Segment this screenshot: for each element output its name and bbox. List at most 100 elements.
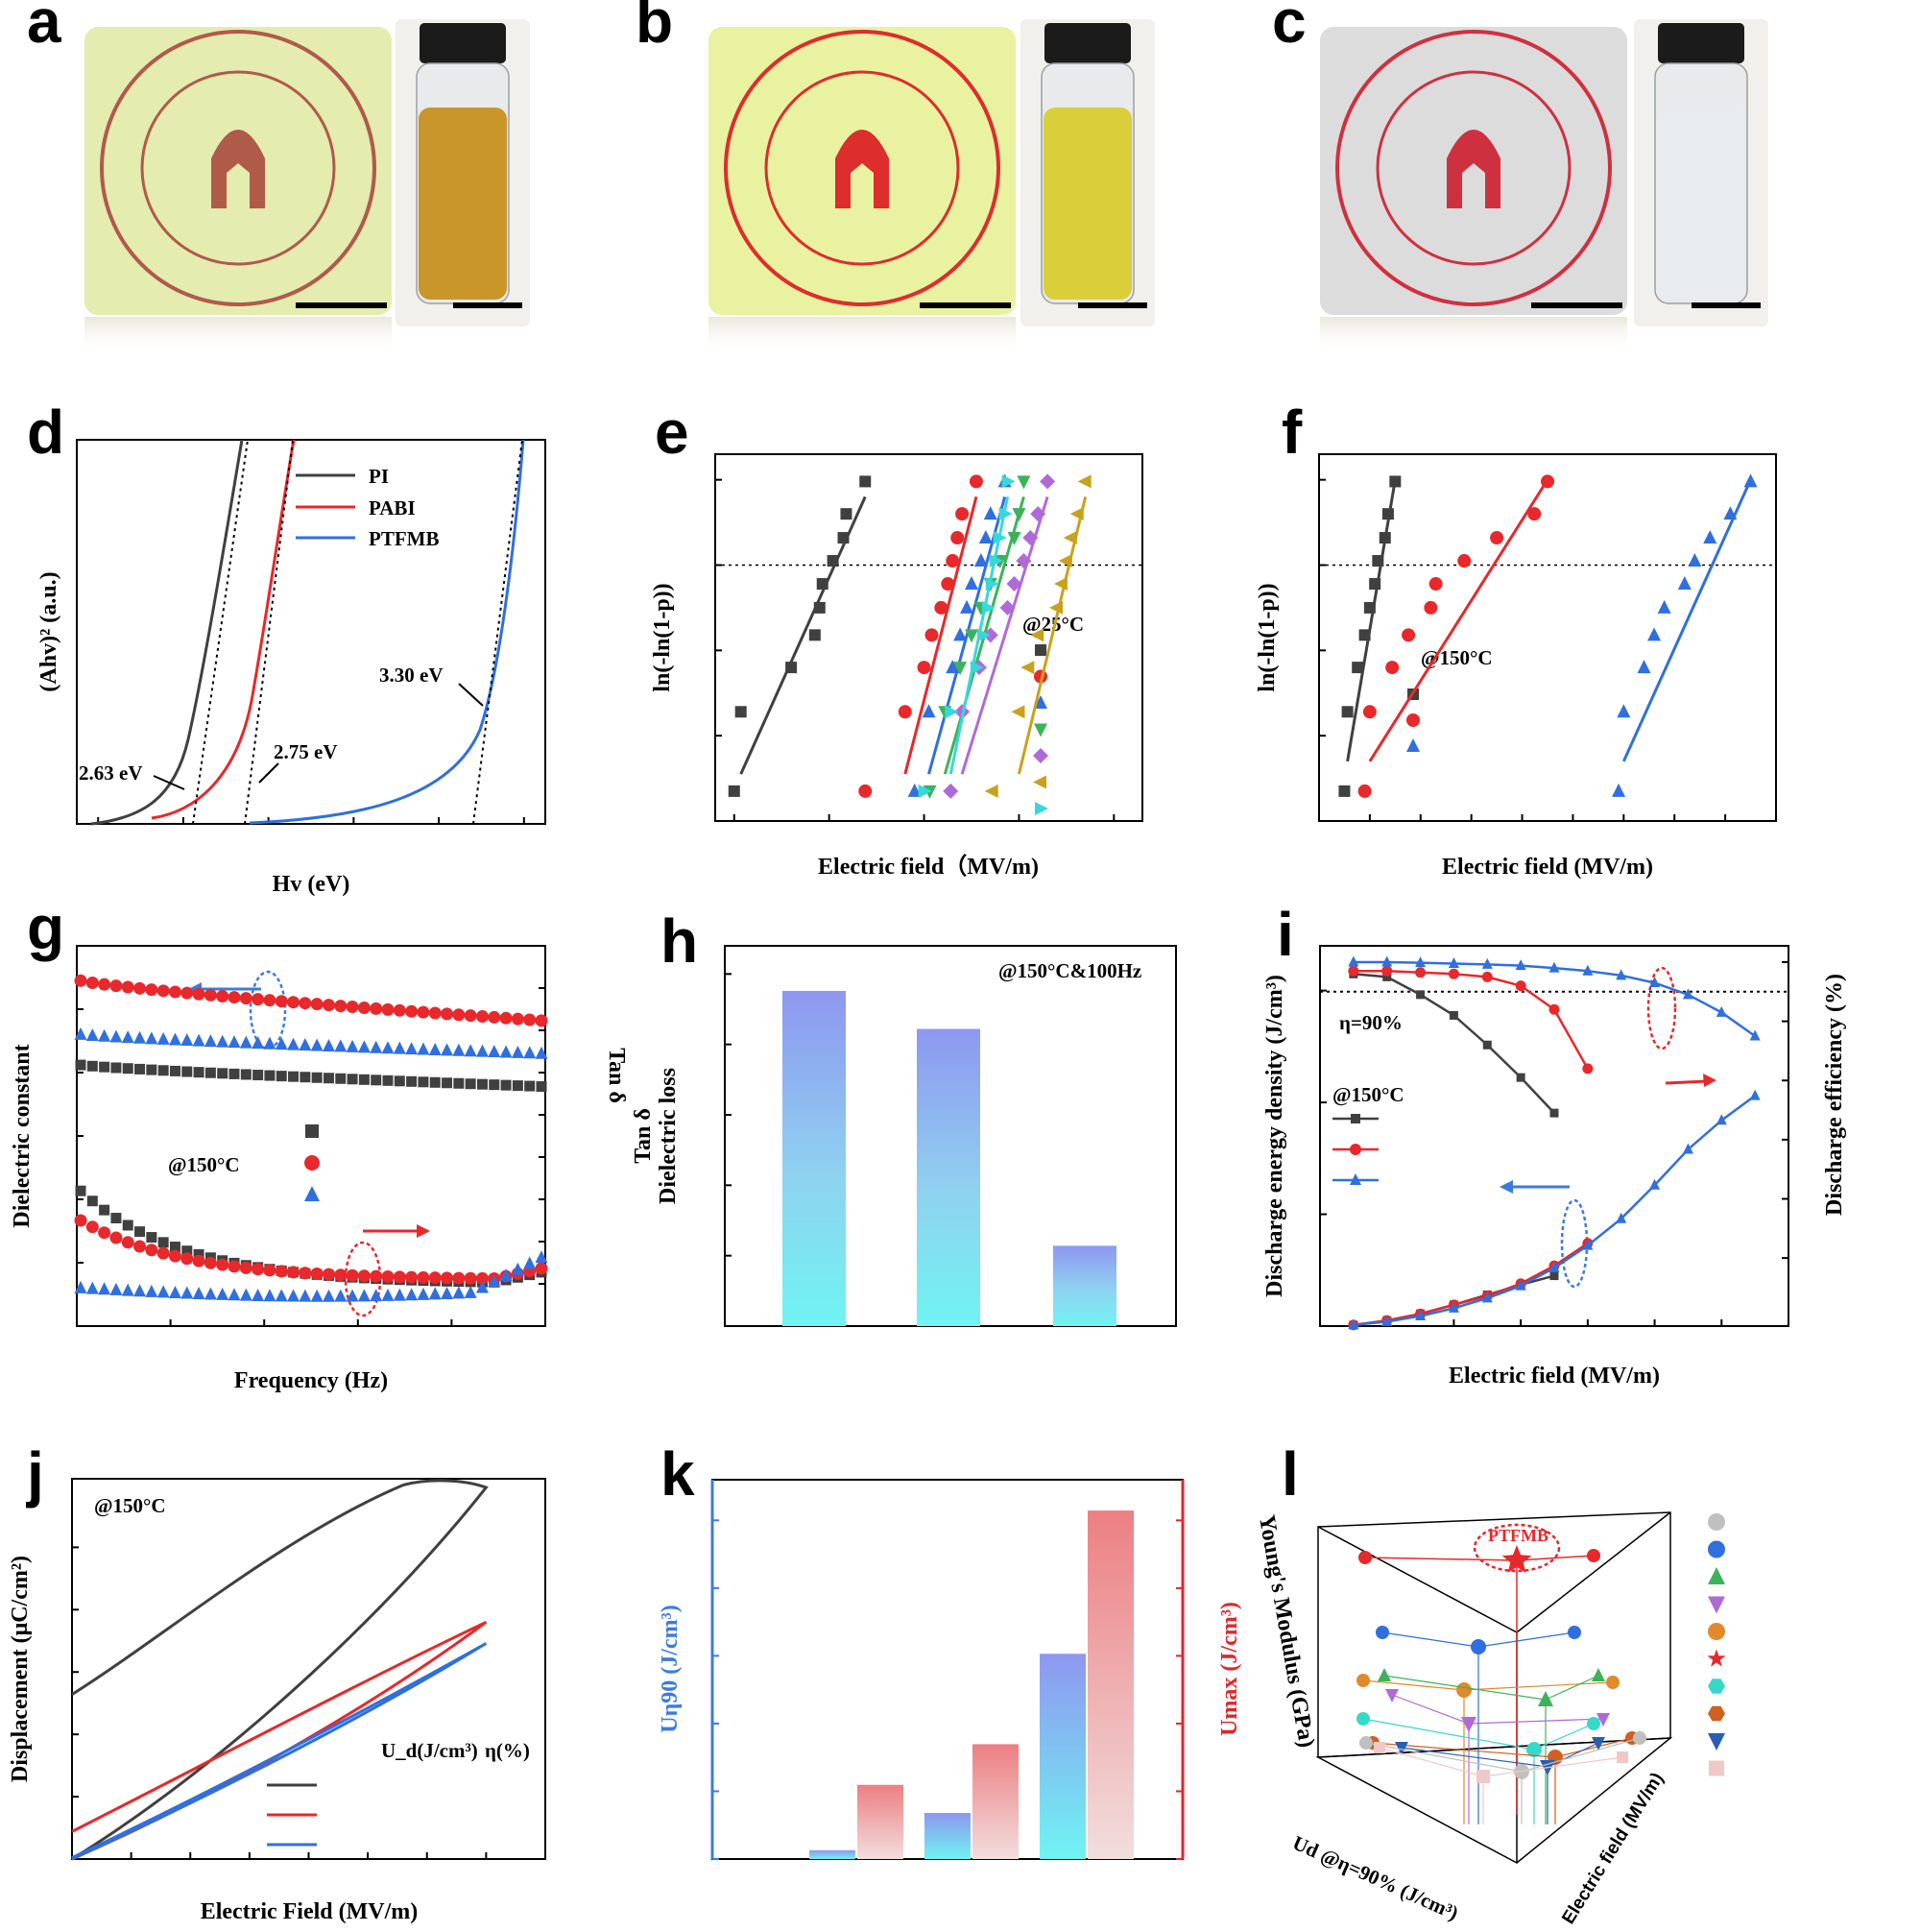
panel-g-dk-PI-11 [204,1067,216,1078]
panel-g-dk-PABI-19 [299,997,312,1010]
panel-g-dk-PTFMB-37 [511,1045,524,1058]
panel-l-proj-a-0 [1365,1742,1523,1773]
panel-g-dk-PI-13 [228,1068,240,1079]
panel-g-dk-PTFMB-3 [109,1029,123,1043]
panel-label-h: h [660,906,698,976]
panel-l-shadow-b-3 [1596,1713,1610,1727]
panel-g-dk-PTFMB-11 [204,1034,217,1048]
panel-e-axes-frame [714,453,1143,822]
panel-j-col-eta: η(%) [485,1739,530,1762]
panel-e-point-PTFMB-300-8 [955,507,970,521]
panel-g-dk-PTFMB-39 [535,1046,548,1059]
panel-g-tan-PTFMB-14 [239,1288,252,1301]
panel-f-point-PI-9 [1389,475,1402,488]
panel-e-xlabel: Electric field（MV/m) [818,854,1039,880]
panel-l-highlight-label: PTFMB [1488,1526,1548,1545]
panel-k-chart: Uη90 (J/cm³) Umax (J/cm³) [658,1479,1242,1860]
panel-i-eff-pt-PTFMB-11 [1716,1005,1727,1017]
panel-e-point-PTFMB-300-1 [898,705,912,719]
panel-g-dk-PTFMB-8 [168,1032,181,1046]
panel-g-tan-PABI-7 [156,1246,170,1260]
panel-e-legend-marker-6 [1035,802,1048,815]
panel-g-dk-PABI-39 [535,1014,548,1027]
panel-g-dk-PTFMB-24 [357,1040,371,1053]
panel-g-tan-PABI-14 [239,1261,252,1274]
panel-g-tan-PI-1 [86,1195,98,1207]
panel-i-arrow-eff [1665,1079,1708,1085]
panel-i-eff-pt-PI-1 [1382,972,1392,981]
panel-i-energy-pt-PTFMB-11 [1716,1114,1727,1125]
panel-l-edge-3 [1516,1511,1671,1633]
panel-d-annot-pabi: 2.75 eV [274,740,338,763]
panel-g-dk-PTFMB-0 [74,1026,87,1040]
panel-i-energy-pt-PI-6 [1549,1271,1559,1281]
panel-g-tan-PABI-28 [405,1270,419,1284]
panel-f-point-PTFMB-6 [1688,553,1702,568]
photo-b-film [708,27,1016,315]
panel-f-point-PI-8 [1381,508,1394,520]
panel-e-point-PTFMB-400-3 [976,628,991,642]
panel-l-proj-a-8 [1401,1747,1548,1768]
panel-g-tan-PABI-27 [393,1270,406,1284]
panel-i-eff-pt-PTFMB-10 [1682,988,1693,1000]
panel-f-point-PTFMB-2 [1637,660,1651,674]
panel-e-point-PTFMB-320-8 [983,506,997,520]
panel-l-shadow-b-8 [1592,1737,1605,1751]
panel-l-legend-marker-2 [1708,1567,1725,1584]
panel-d-arrow-ptfmb [458,683,484,707]
panel-g-arrowhead-tan [417,1224,430,1238]
panel-g-dk-PABI-5 [133,981,147,995]
panel-e-point-PTFMB-80-4 [813,601,826,614]
panel-g-dk-PTFMB-7 [156,1031,170,1045]
panel-label-l: l [1282,1439,1299,1509]
panel-e-point-PTFMB-80-8 [840,508,852,520]
panel-e-point-PTFMB-400-9 [1001,474,1016,489]
panel-g-dk-PI-15 [252,1070,264,1081]
panel-i-legend-marker-1 [1350,1144,1361,1155]
panel-e-point-PTFMB-360-7 [1022,530,1039,546]
panel-e-point-PTFMB-340-3 [965,629,978,643]
photo-a-vial-cap [420,23,506,63]
panel-g-dk-PI-18 [288,1071,300,1082]
panel-g-dk-PI-36 [500,1079,512,1091]
panel-g-dk-PABI-9 [180,986,194,1000]
panel-g-dk-PTFMB-4 [121,1030,134,1044]
panel-d-curve-pabi [151,439,296,820]
panel-g-dk-PI-5 [134,1063,146,1075]
panel-g-tan-PABI-39 [535,1262,548,1275]
panel-g-dk-PTFMB-38 [523,1046,537,1059]
panel-g-tan-PTFMB-18 [287,1289,300,1302]
panel-g-tan-PABI-15 [252,1263,265,1276]
panel-g-tan-PABI-9 [180,1252,194,1266]
panel-e-point-PTFMB-340-2 [953,662,968,676]
panel-g-dk-PTFMB-10 [192,1033,205,1047]
panel-e-point-PTFMB-360-8 [1030,506,1046,522]
panel-e-point-PTFMB-380-2 [1020,661,1035,675]
panel-g-tan-PABI-0 [74,1214,87,1227]
panel-g-tan-PABI-6 [145,1244,158,1257]
panel-i-energy-pt-PTFMB-12 [1749,1089,1761,1100]
panel-l-legend-marker-8 [1708,1733,1725,1751]
panel-i-legend-marker-2 [1350,1173,1361,1185]
panel-l-point-1% PMIA/ND@PDA [1376,1626,1581,1824]
panel-i-eff-pt-PABI-7 [1582,1063,1594,1075]
panel-l-proj-b-9 [1482,1756,1623,1777]
panel-g-dk-PI-27 [394,1075,405,1087]
panel-h-condition: @150°C&100Hz [998,959,1141,982]
panel-d-legend-pi: PI [369,465,389,488]
panel-g-xlabel: Frequency (Hz) [234,1368,388,1393]
panel-l-shadow-a-4 [1356,1674,1370,1687]
panel-e-point-PTFMB-380-3 [1030,628,1044,642]
panel-l-ptfmb-proj-right [1516,1555,1595,1561]
panel-g-tan-PABI-22 [334,1268,348,1282]
panel-i-eff-pt-PTFMB-7 [1582,964,1594,976]
panel-l-zlabel: Young's Modulus (GPa) [1254,1513,1319,1750]
panel-i-energy-pt-PTFMB-6 [1548,1261,1560,1272]
panel-label-d: d [27,398,64,467]
panel-i-eff-pt-PI-6 [1549,1108,1559,1118]
panel-g-dk-PI-37 [512,1080,523,1092]
panel-j-col-ud: U_d(J/cm³) [381,1739,478,1762]
panel-i-energy-pt-PTFMB-4 [1481,1292,1493,1303]
panel-g-tan-PABI-8 [168,1249,181,1263]
panel-e-point-PTFMB-360-0 [943,783,959,799]
